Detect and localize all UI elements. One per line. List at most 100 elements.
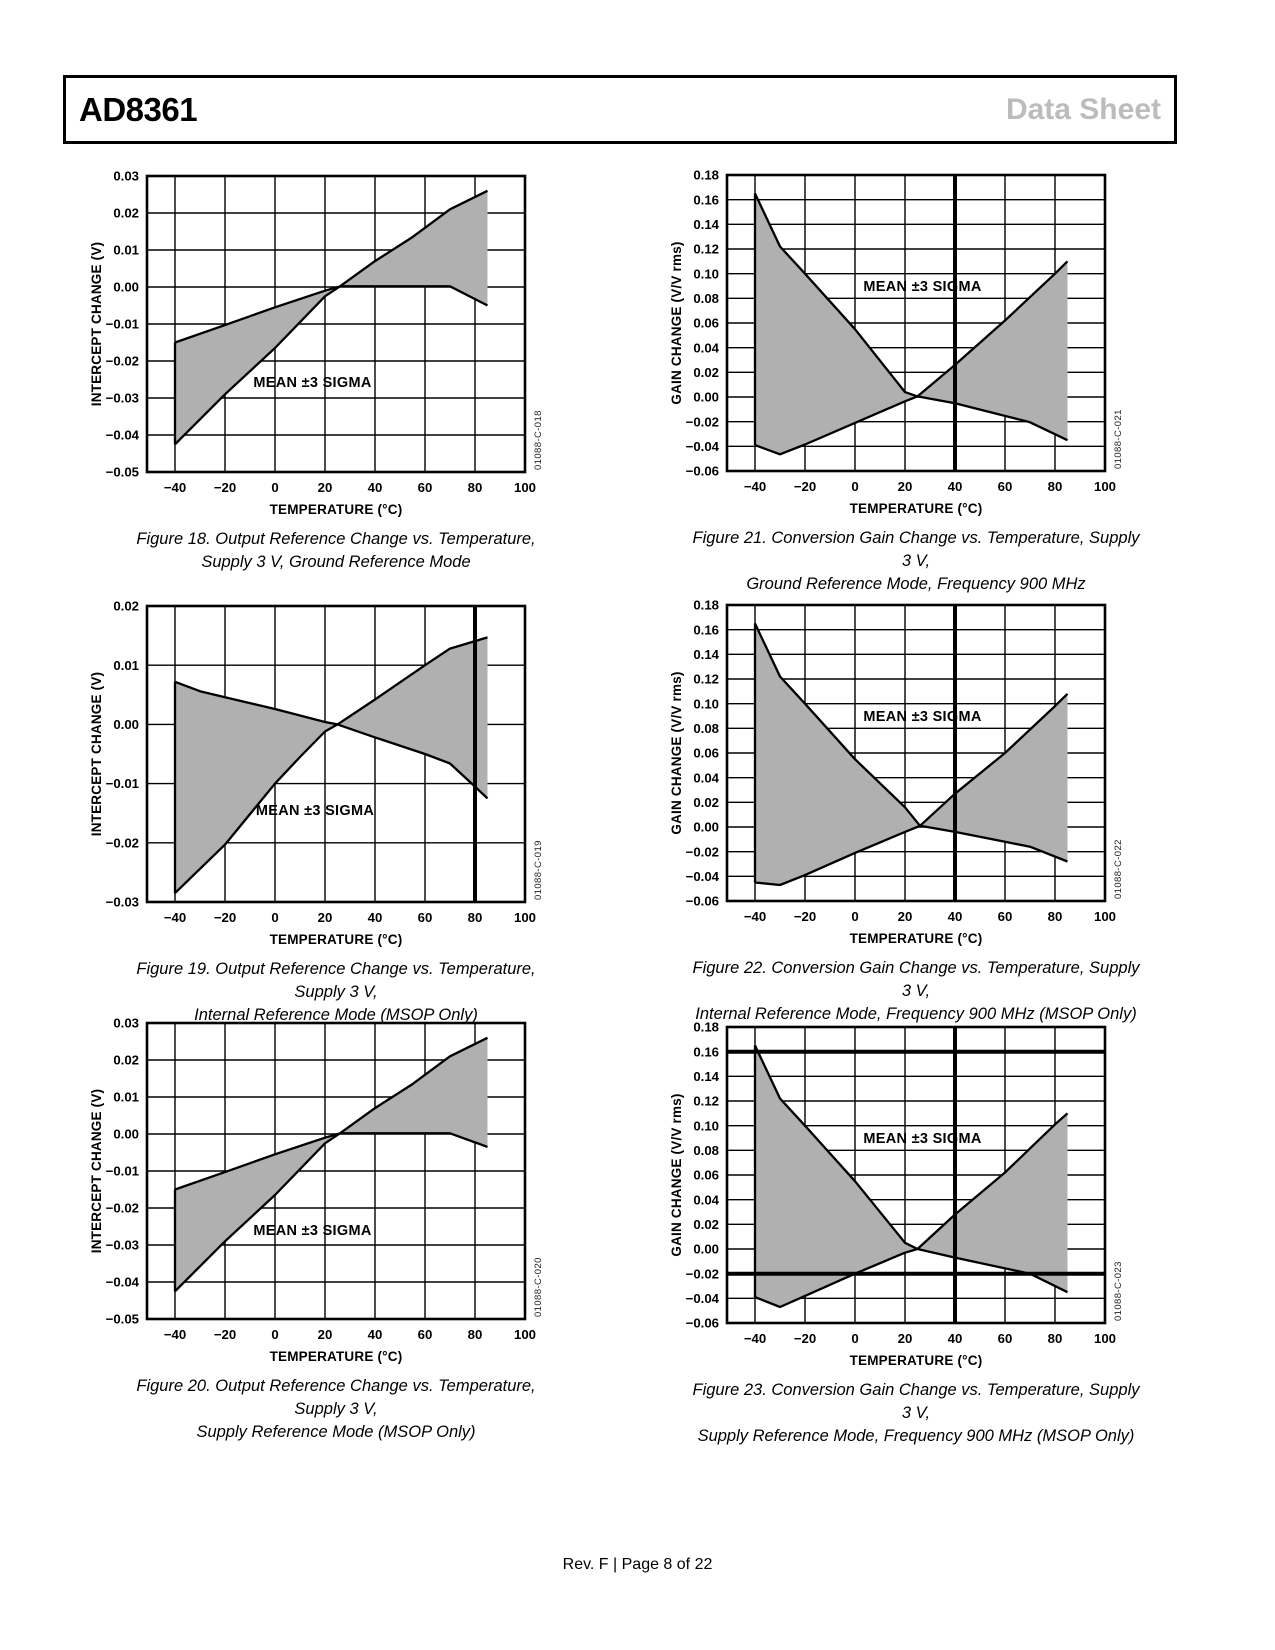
svg-text:−40: −40 [164,480,186,495]
svg-text:−20: −20 [794,1331,816,1346]
page-header: AD8361 Data Sheet [63,75,1177,144]
figure-18: 0.03 0.02 0.01 0.00 −0.01 −0.02 −0.03 −0.04 −0.0… [67,164,563,574]
svg-text:−0.02: −0.02 [686,1266,719,1281]
doc-type-label: Data Sheet [1005,92,1161,126]
svg-text:01088-C-020: 01088-C-020 [533,1257,544,1317]
svg-text:80: 80 [1048,479,1063,494]
svg-text:INTERCEPT CHANGE (V): INTERCEPT CHANGE (V) [89,1089,104,1254]
svg-text:01088-C-023: 01088-C-023 [1113,1261,1124,1321]
svg-text:TEMPERATURE (°C): TEMPERATURE (°C) [850,1353,983,1368]
svg-text:0.00: 0.00 [693,390,719,405]
svg-text:−0.02: −0.02 [106,835,139,850]
svg-text:−20: −20 [794,909,816,924]
svg-text:−0.04: −0.04 [106,428,140,443]
figure-19-caption-line1: Figure 19. Output Reference Change vs. T… [136,960,536,1001]
svg-text:0.12: 0.12 [693,1094,719,1109]
svg-text:−20: −20 [214,910,236,925]
svg-text:0.16: 0.16 [693,622,719,637]
svg-text:80: 80 [468,910,483,925]
svg-text:0.10: 0.10 [693,266,719,281]
svg-text:40: 40 [368,910,383,925]
svg-text:MEAN ±3 SIGMA: MEAN ±3 SIGMA [863,279,981,295]
svg-text:80: 80 [468,1327,483,1342]
svg-text:TEMPERATURE (°C): TEMPERATURE (°C) [270,502,403,517]
svg-text:0.04: 0.04 [693,1192,719,1207]
svg-text:80: 80 [1048,1331,1063,1346]
svg-text:100: 100 [1094,1331,1116,1346]
svg-text:01088-C-019: 01088-C-019 [533,840,544,900]
svg-text:0.01: 0.01 [113,1090,139,1105]
svg-text:GAIN CHANGE (V/V rms): GAIN CHANGE (V/V rms) [669,1093,684,1256]
figure-21-caption-line2: Ground Reference Mode, Frequency 900 MHz [746,575,1086,593]
svg-text:100: 100 [1094,909,1116,924]
svg-text:0: 0 [851,1331,858,1346]
svg-text:0: 0 [271,910,278,925]
svg-text:−0.02: −0.02 [106,1201,139,1216]
svg-text:0.08: 0.08 [693,1143,719,1158]
svg-text:40: 40 [368,1327,383,1342]
figure-22-caption: Figure 22. Conversion Gain Change vs. Te… [647,957,1143,1026]
svg-text:−0.06: −0.06 [686,1316,719,1331]
svg-text:100: 100 [514,480,536,495]
figure-23-chart: 0.18 0.16 0.14 0.12 0.10 0.08 0.06 0.04 0.02 0.00… [669,1020,1124,1368]
svg-text:−20: −20 [214,1327,236,1342]
svg-text:−0.01: −0.01 [106,1164,139,1179]
svg-text:MEAN ±3 SIGMA: MEAN ±3 SIGMA [253,1223,371,1239]
svg-text:TEMPERATURE (°C): TEMPERATURE (°C) [270,932,403,947]
svg-text:TEMPERATURE (°C): TEMPERATURE (°C) [270,1349,403,1364]
figure-22-caption-line1: Figure 22. Conversion Gain Change vs. Te… [692,959,1140,1000]
svg-text:0.02: 0.02 [693,1217,719,1232]
svg-text:0.14: 0.14 [693,1069,719,1084]
figure-19: 0.02 0.01 0.00 −0.01 −0.02 −0.03 −40 −20 0 20 40 60… [67,594,563,1027]
svg-text:−20: −20 [214,480,236,495]
svg-text:20: 20 [898,909,913,924]
svg-text:0.18: 0.18 [693,168,719,183]
figure-21-caption: Figure 21. Conversion Gain Change vs. Te… [647,527,1143,596]
svg-text:0.16: 0.16 [693,192,719,207]
svg-text:0: 0 [851,479,858,494]
svg-text:MEAN ±3 SIGMA: MEAN ±3 SIGMA [253,375,371,391]
svg-text:40: 40 [948,909,963,924]
figure-21-chart: 0.18 0.16 0.14 0.12 0.10 0.08 0.06 0.04 0.02 0.00… [669,168,1124,516]
svg-text:60: 60 [418,910,433,925]
svg-text:0.00: 0.00 [693,1242,719,1257]
figure-20-caption-line2: Supply Reference Mode (MSOP Only) [196,1423,476,1441]
svg-text:−0.04: −0.04 [686,439,720,454]
svg-text:80: 80 [1048,909,1063,924]
svg-text:0: 0 [271,480,278,495]
svg-text:0.14: 0.14 [693,647,719,662]
svg-text:TEMPERATURE (°C): TEMPERATURE (°C) [850,931,983,946]
svg-text:INTERCEPT CHANGE (V): INTERCEPT CHANGE (V) [89,672,104,837]
svg-text:−40: −40 [744,479,766,494]
svg-text:0.02: 0.02 [693,795,719,810]
svg-text:0.12: 0.12 [693,672,719,687]
svg-text:−0.02: −0.02 [686,414,719,429]
svg-text:−0.01: −0.01 [106,776,139,791]
figure-19-chart: 0.02 0.01 0.00 −0.01 −0.02 −0.03 −40 −20 0 20 40 60… [89,599,544,947]
svg-text:0.06: 0.06 [693,1168,719,1183]
svg-text:0: 0 [851,909,858,924]
svg-text:−0.04: −0.04 [686,869,720,884]
figure-23-caption: Figure 23. Conversion Gain Change vs. Te… [647,1379,1143,1448]
svg-text:−40: −40 [164,1327,186,1342]
svg-text:−20: −20 [794,479,816,494]
figure-22-chart: 0.18 0.16 0.14 0.12 0.10 0.08 0.06 0.04 0.02 0.00… [669,598,1124,946]
svg-text:0.00: 0.00 [113,1127,139,1142]
svg-text:−0.02: −0.02 [686,844,719,859]
svg-text:0.08: 0.08 [693,721,719,736]
svg-text:0.03: 0.03 [113,169,139,184]
figure-18-chart: 0.03 0.02 0.01 0.00 −0.01 −0.02 −0.03 −0.04 −0.0… [89,169,544,517]
figure-22: 0.18 0.16 0.14 0.12 0.10 0.08 0.06 0.04 0.02 0.00… [647,593,1143,1026]
figure-18-caption-line1: Figure 18. Output Reference Change vs. T… [136,530,536,548]
svg-text:0.03: 0.03 [113,1016,139,1031]
figure-19-caption: Figure 19. Output Reference Change vs. T… [67,958,563,1027]
figure-22-caption-line2: Internal Reference Mode, Frequency 900 M… [695,1005,1137,1023]
figure-23-caption-line2: Supply Reference Mode, Frequency 900 MHz… [697,1427,1135,1445]
svg-text:0.10: 0.10 [693,1118,719,1133]
svg-text:01088-C-018: 01088-C-018 [533,410,544,470]
svg-text:0.18: 0.18 [693,598,719,613]
svg-text:0.10: 0.10 [693,696,719,711]
figure-20-chart: 0.03 0.02 0.01 0.00 −0.01 −0.02 −0.03 −0.04 −0.0… [89,1016,544,1364]
svg-text:MEAN ±3 SIGMA: MEAN ±3 SIGMA [256,803,374,819]
